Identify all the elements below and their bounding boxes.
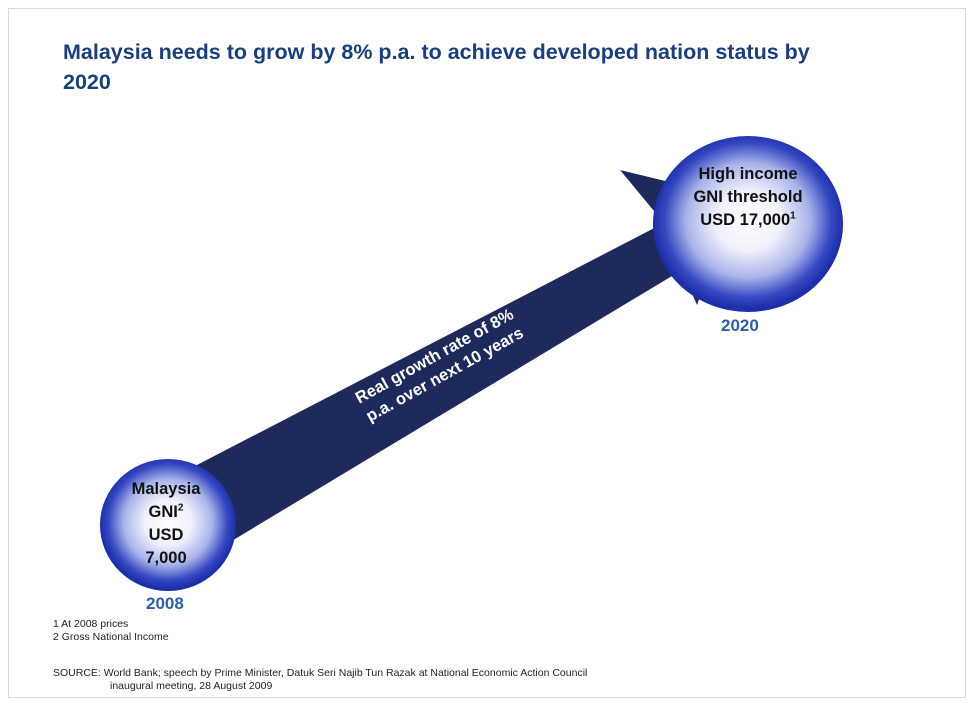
target-label: High income GNI threshold USD 17,0001 xyxy=(668,163,828,232)
origin-line4: 7,000 xyxy=(145,549,187,567)
origin-line1: Malaysia xyxy=(131,480,201,498)
target-line2: GNI threshold xyxy=(693,188,803,206)
growth-arrow xyxy=(168,170,735,542)
footnote-2: 2 Gross National Income xyxy=(53,631,169,643)
origin-label: Malaysia GNI2 USD 7,000 xyxy=(116,478,216,570)
source-line1: SOURCE: World Bank; speech by Prime Mini… xyxy=(53,667,588,679)
origin-line3: USD xyxy=(148,526,184,544)
target-year: 2020 xyxy=(721,316,759,335)
source-note: SOURCE: World Bank; speech by Prime Mini… xyxy=(53,667,587,693)
target-line1: High income xyxy=(698,165,798,183)
slide-title: Malaysia needs to grow by 8% p.a. to ach… xyxy=(63,40,810,94)
source-line2: inaugural meeting, 28 August 2009 xyxy=(110,680,273,692)
target-circle xyxy=(653,136,843,312)
target-line3: USD 17,0001 xyxy=(700,210,796,229)
footnote-1: 1 At 2008 prices xyxy=(53,618,129,630)
origin-line2: GNI2 xyxy=(148,502,184,521)
footnotes: 1 At 2008 prices 2 Gross National Income xyxy=(53,618,169,644)
origin-circle xyxy=(100,459,236,591)
origin-year: 2008 xyxy=(146,594,184,613)
